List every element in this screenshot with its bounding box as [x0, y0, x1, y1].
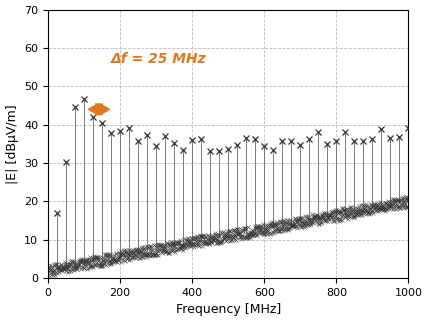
Text: Δf = 25 MHz: Δf = 25 MHz — [111, 52, 207, 66]
X-axis label: Frequency [MHz]: Frequency [MHz] — [175, 303, 281, 317]
Y-axis label: |E| [dBμV/m]: |E| [dBμV/m] — [6, 104, 18, 184]
